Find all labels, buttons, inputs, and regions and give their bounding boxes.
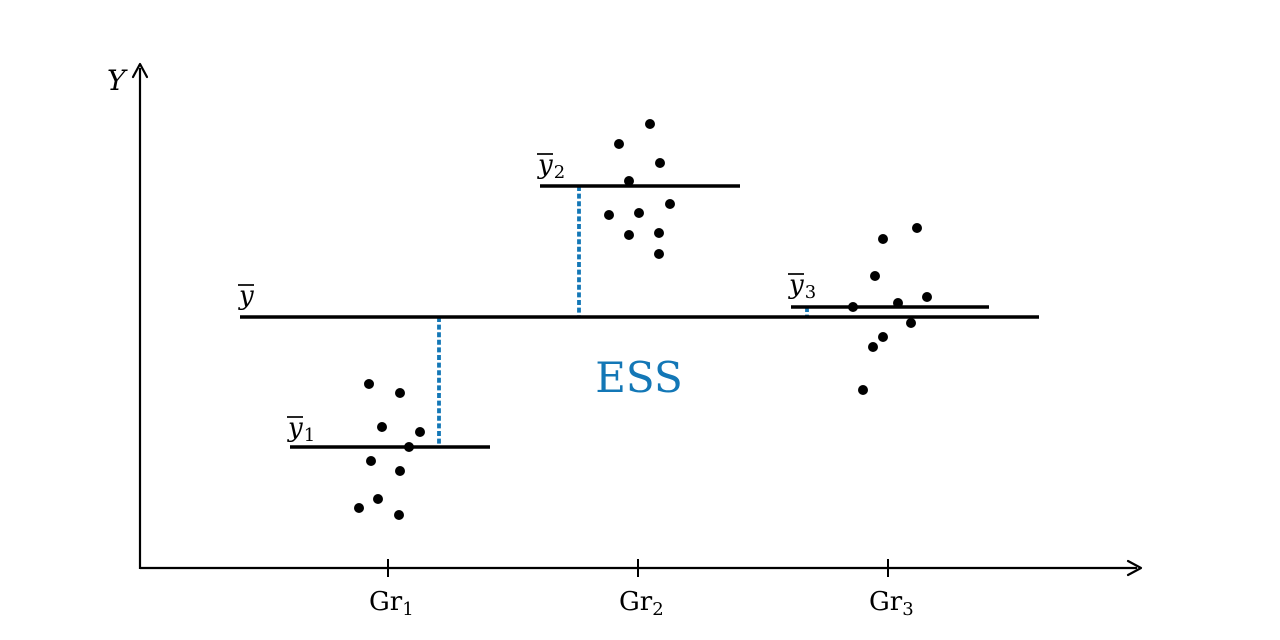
data-point-Gr1 (364, 379, 374, 389)
data-point-Gr1 (377, 422, 387, 432)
group-mean-label-Gr2-subscript: 2 (554, 162, 565, 183)
data-point-Gr2 (604, 210, 614, 220)
data-point-Gr3 (848, 302, 858, 312)
data-point-Gr2 (655, 158, 665, 168)
x-tick-label-1: Gr1 (369, 587, 414, 620)
data-point-Gr3 (858, 385, 868, 395)
data-point-Gr2 (665, 199, 675, 209)
x-tick-label-subscript: 1 (402, 599, 413, 620)
grand-mean-label: y (238, 281, 254, 311)
data-point-Gr2 (614, 139, 624, 149)
group-mean-label-Gr3: y3 (788, 270, 816, 303)
ess-annotation: ESS (595, 353, 682, 402)
data-point-Gr1 (394, 510, 404, 520)
data-point-Gr3 (912, 223, 922, 233)
y-axis-label: Y (107, 64, 128, 97)
data-point-Gr2 (634, 208, 644, 218)
data-point-Gr2 (624, 230, 634, 240)
x-tick-label-subscript: 3 (902, 599, 913, 620)
data-point-Gr1 (366, 456, 376, 466)
data-point-Gr1 (404, 442, 414, 452)
group-mean-label-Gr3-subscript: 3 (805, 282, 816, 303)
x-tick-label-2: Gr2 (619, 587, 664, 620)
group-mean-label-Gr1: y1 (287, 413, 315, 446)
data-point-Gr1 (395, 388, 405, 398)
data-point-Gr3 (922, 292, 932, 302)
data-point-Gr3 (893, 298, 903, 308)
data-point-Gr2 (624, 176, 634, 186)
data-point-Gr3 (878, 332, 888, 342)
data-point-Gr2 (654, 228, 664, 238)
data-point-Gr3 (878, 234, 888, 244)
data-point-Gr1 (354, 503, 364, 513)
x-axis-arrowhead (1126, 559, 1143, 577)
data-point-Gr3 (906, 318, 916, 328)
data-point-Gr2 (645, 119, 655, 129)
y-axis-arrowhead (131, 62, 149, 79)
x-tick-label-subscript: 2 (652, 599, 663, 620)
data-point-Gr2 (654, 249, 664, 259)
group-mean-label-Gr2: y2 (537, 150, 565, 183)
x-tick-label-3: Gr3 (869, 587, 914, 620)
data-point-Gr1 (415, 427, 425, 437)
data-point-Gr1 (373, 494, 383, 504)
group-mean-label-Gr1-subscript: 1 (304, 425, 315, 446)
data-point-Gr3 (868, 342, 878, 352)
data-point-Gr1 (395, 466, 405, 476)
data-point-Gr3 (870, 271, 880, 281)
